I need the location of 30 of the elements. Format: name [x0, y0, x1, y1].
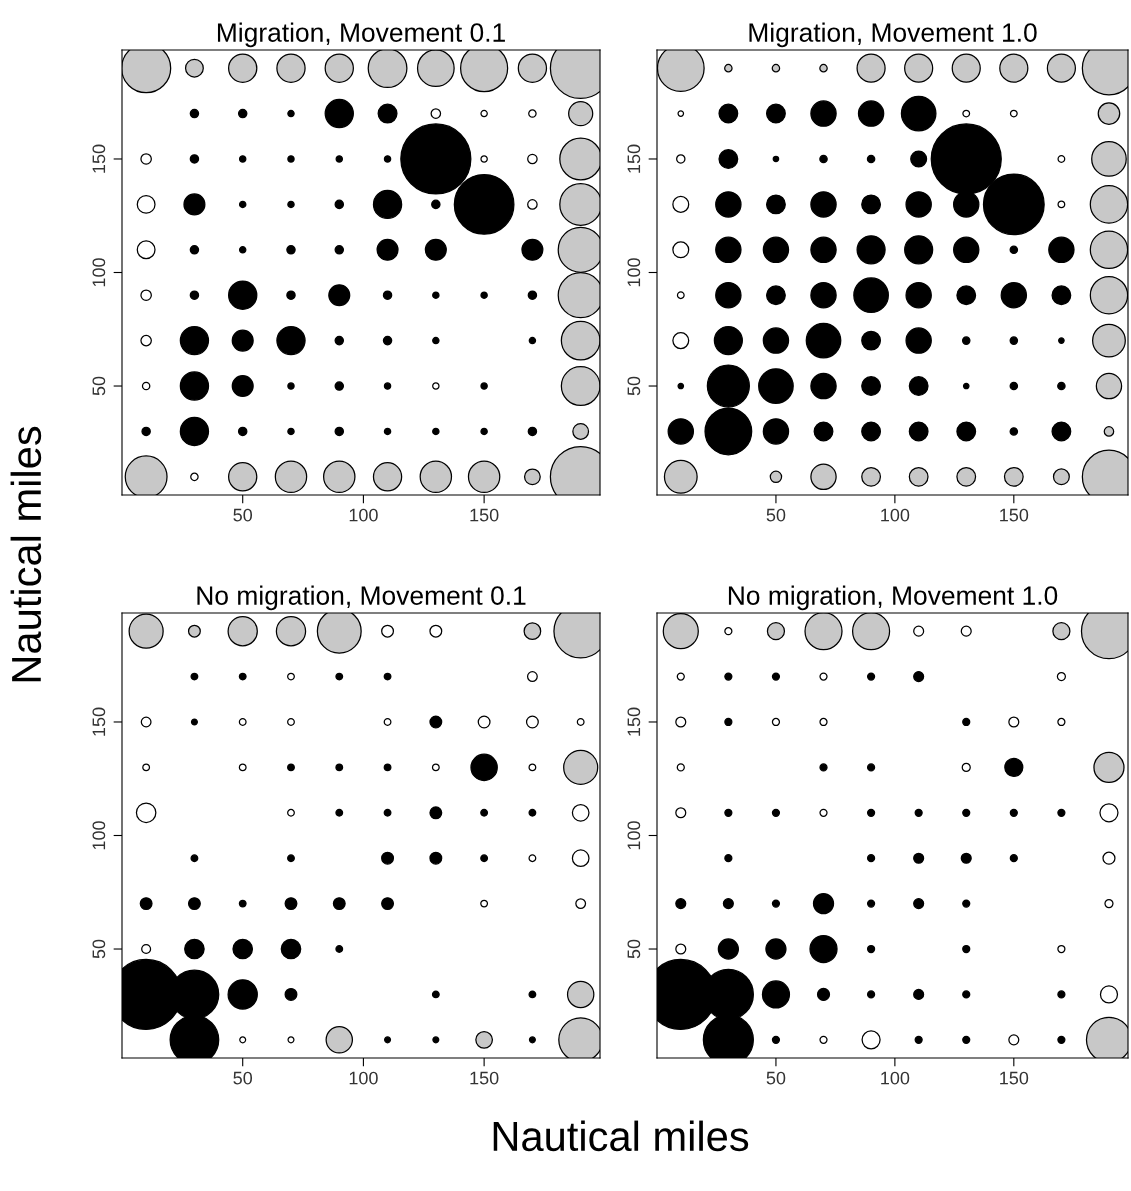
y-tick-label: 150	[627, 707, 641, 736]
x-tick-label: 50	[233, 508, 253, 522]
x-tick-label: 100	[881, 508, 910, 522]
chart-title: No migration, Movement 0.1	[197, 585, 526, 611]
y-tick-label: 50	[92, 939, 106, 959]
x-tick-label: 100	[881, 1071, 910, 1085]
y-tick-label: 100	[92, 821, 106, 850]
y-tick-label: 100	[627, 258, 641, 287]
x-tick-label: 150	[1000, 508, 1029, 522]
x-tick-label: 150	[470, 508, 499, 522]
x-axis-title: Nautical miles	[493, 1120, 749, 1152]
chart-title: No migration, Movement 1.0	[728, 585, 1058, 611]
y-tick-label: 100	[627, 821, 641, 850]
y-axis-title: Nautical miles	[10, 426, 42, 682]
y-tick-label: 50	[627, 376, 641, 396]
y-tick-label: 150	[92, 144, 106, 173]
y-tick-label: 150	[92, 707, 106, 736]
x-tick-label: 50	[233, 1071, 253, 1085]
chart-title: Migration, Movement 0.1	[217, 22, 505, 48]
x-tick-label: 50	[766, 508, 786, 522]
x-tick-label: 100	[349, 508, 378, 522]
x-tick-label: 150	[470, 1071, 499, 1085]
x-tick-label: 50	[766, 1071, 786, 1085]
y-tick-label: 100	[92, 258, 106, 287]
chart-title: Migration, Movement 1.0	[749, 22, 1037, 48]
y-tick-label: 150	[627, 144, 641, 173]
x-tick-label: 100	[349, 1071, 378, 1085]
y-tick-label: 50	[627, 939, 641, 959]
x-tick-label: 150	[1000, 1071, 1029, 1085]
y-tick-label: 50	[92, 376, 106, 396]
